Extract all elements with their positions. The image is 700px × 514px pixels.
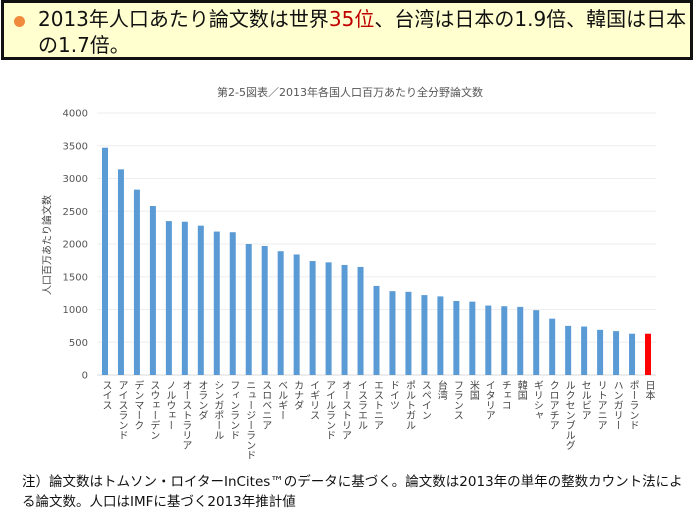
x-tick-label: イギリス — [307, 380, 319, 420]
y-tick-label: 0 — [82, 371, 88, 382]
y-tick-label: 500 — [69, 338, 88, 349]
x-tick-label: エストニア — [371, 380, 383, 430]
x-tick-label: ギリシャ — [531, 380, 543, 420]
x-tick-label: アイスランド — [115, 380, 127, 440]
headline-text: 2013年人口あたり論文数は世界 — [38, 7, 329, 31]
bar-2 — [133, 189, 140, 375]
x-tick-label: 日本 — [643, 380, 654, 400]
headline-box: 2013年人口あたり論文数は世界35位、台湾は日本の1.9倍、韓国は日本の1.7… — [1, 0, 693, 60]
headline: 2013年人口あたり論文数は世界35位、台湾は日本の1.9倍、韓国は日本の1.7… — [38, 6, 688, 58]
bar-32 — [613, 331, 620, 375]
x-tick-label: 韓国 — [515, 380, 527, 400]
x-tick-label: イタリア — [483, 380, 495, 420]
bar-22 — [453, 300, 460, 375]
x-tick-label: フランス — [451, 380, 463, 420]
bar-26 — [517, 306, 524, 375]
y-tick-label: 1000 — [63, 305, 88, 316]
x-tick-label: アイルランド — [323, 380, 335, 440]
bar-12 — [293, 254, 300, 375]
chart-title: 第2-5図表／2013年各国人口百万あたり全分野論文数 — [217, 86, 483, 99]
bar-9 — [245, 244, 252, 375]
y-tick-label: 1500 — [63, 272, 88, 283]
y-tick-label: 3500 — [63, 141, 88, 152]
bar-34 — [645, 333, 652, 375]
bar-15 — [341, 264, 348, 375]
bar-3 — [149, 206, 156, 375]
x-tick-label: ベルギー — [275, 380, 287, 420]
x-tick-label: セルビア — [579, 380, 591, 420]
x-tick-label: 米国 — [467, 380, 479, 400]
x-tick-label: ニュージーランド — [243, 380, 255, 460]
bar-19 — [405, 291, 412, 375]
bar-10 — [261, 245, 268, 375]
bar-5 — [181, 221, 188, 375]
bar-20 — [421, 295, 428, 375]
x-tick-label: スウェーデン — [147, 380, 159, 440]
bar-14 — [325, 262, 332, 375]
bar-27 — [533, 310, 540, 375]
y-tick-label: 2500 — [63, 207, 88, 218]
bar-18 — [389, 291, 396, 375]
bar-31 — [597, 329, 604, 375]
x-tick-label: カナダ — [291, 380, 303, 410]
y-tick-label: 4000 — [63, 109, 88, 120]
bar-30 — [581, 326, 588, 375]
x-tick-label: チェコ — [499, 380, 511, 410]
bullet-icon — [14, 16, 25, 27]
bar-29 — [565, 325, 572, 375]
bar-28 — [549, 318, 556, 375]
bar-33 — [629, 333, 636, 375]
bar-23 — [469, 301, 476, 375]
x-tick-label: ノルウェー — [163, 380, 175, 430]
x-tick-label: ポルトガル — [403, 380, 415, 430]
bar-17 — [373, 285, 380, 375]
bar-16 — [357, 266, 364, 375]
x-tick-label: ハンガリー — [611, 380, 623, 430]
x-tick-label: デンマーク — [131, 380, 143, 430]
x-tick-label: リトアニア — [595, 380, 607, 430]
x-tick-label: ルクセンブルグ — [563, 380, 575, 450]
bar-1 — [117, 169, 124, 375]
x-tick-label: クロアチア — [547, 380, 559, 430]
x-tick-label: オランダ — [195, 380, 207, 420]
headline-text-2: 、台湾は日本の1.9倍、韓国は日本の1.7倍。 — [38, 7, 687, 57]
y-tick-label: 3000 — [63, 174, 88, 185]
bar-24 — [485, 305, 492, 375]
bar-8 — [229, 232, 236, 375]
x-tick-label: イスラエル — [355, 380, 367, 430]
x-tick-label: スイス — [99, 380, 111, 410]
x-tick-label: ポーランド — [627, 380, 639, 430]
y-tick-label: 2000 — [63, 240, 88, 251]
x-tick-label: オーストリア — [339, 380, 351, 440]
bar-11 — [277, 251, 284, 375]
bar-4 — [165, 221, 172, 375]
x-tick-label: フィンランド — [227, 380, 239, 440]
bar-0 — [101, 147, 108, 375]
headline-rank: 35位 — [328, 7, 375, 31]
bar-6 — [197, 225, 204, 375]
x-tick-label: オーストラリア — [179, 380, 191, 450]
footnote: 注）論文数はトムソン・ロイターInCites™のデータに基づく。論文数は2013… — [22, 474, 683, 510]
x-tick-label: スロベニア — [259, 380, 271, 430]
x-tick-label: 台湾 — [435, 380, 447, 400]
bar-21 — [437, 296, 444, 375]
bar-25 — [501, 306, 508, 375]
bar-7 — [213, 231, 220, 375]
x-tick-label: スペイン — [419, 380, 431, 420]
x-tick-label: シンガポール — [211, 380, 223, 440]
x-tick-label: ドイツ — [387, 380, 399, 410]
bar-13 — [309, 261, 316, 375]
